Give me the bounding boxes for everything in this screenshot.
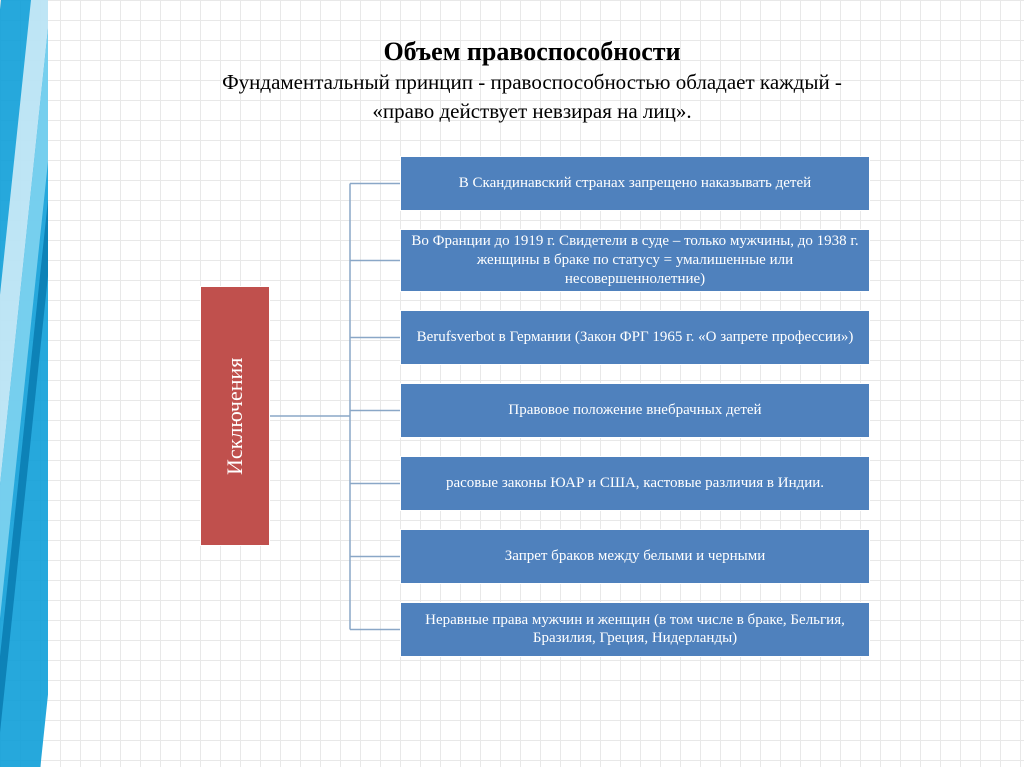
slide-content: Объем правоспособности Фундаментальный п… — [0, 0, 1024, 736]
page-subtitle-1: Фундаментальный принцип - правоспособнос… — [70, 69, 994, 96]
hierarchy-diagram: ИсключенияВ Скандинавский странах запрещ… — [70, 156, 994, 736]
connector-lines — [70, 156, 994, 736]
page-title: Объем правоспособности — [70, 36, 994, 67]
page-subtitle-2: «право действует невзирая на лиц». — [70, 98, 994, 125]
